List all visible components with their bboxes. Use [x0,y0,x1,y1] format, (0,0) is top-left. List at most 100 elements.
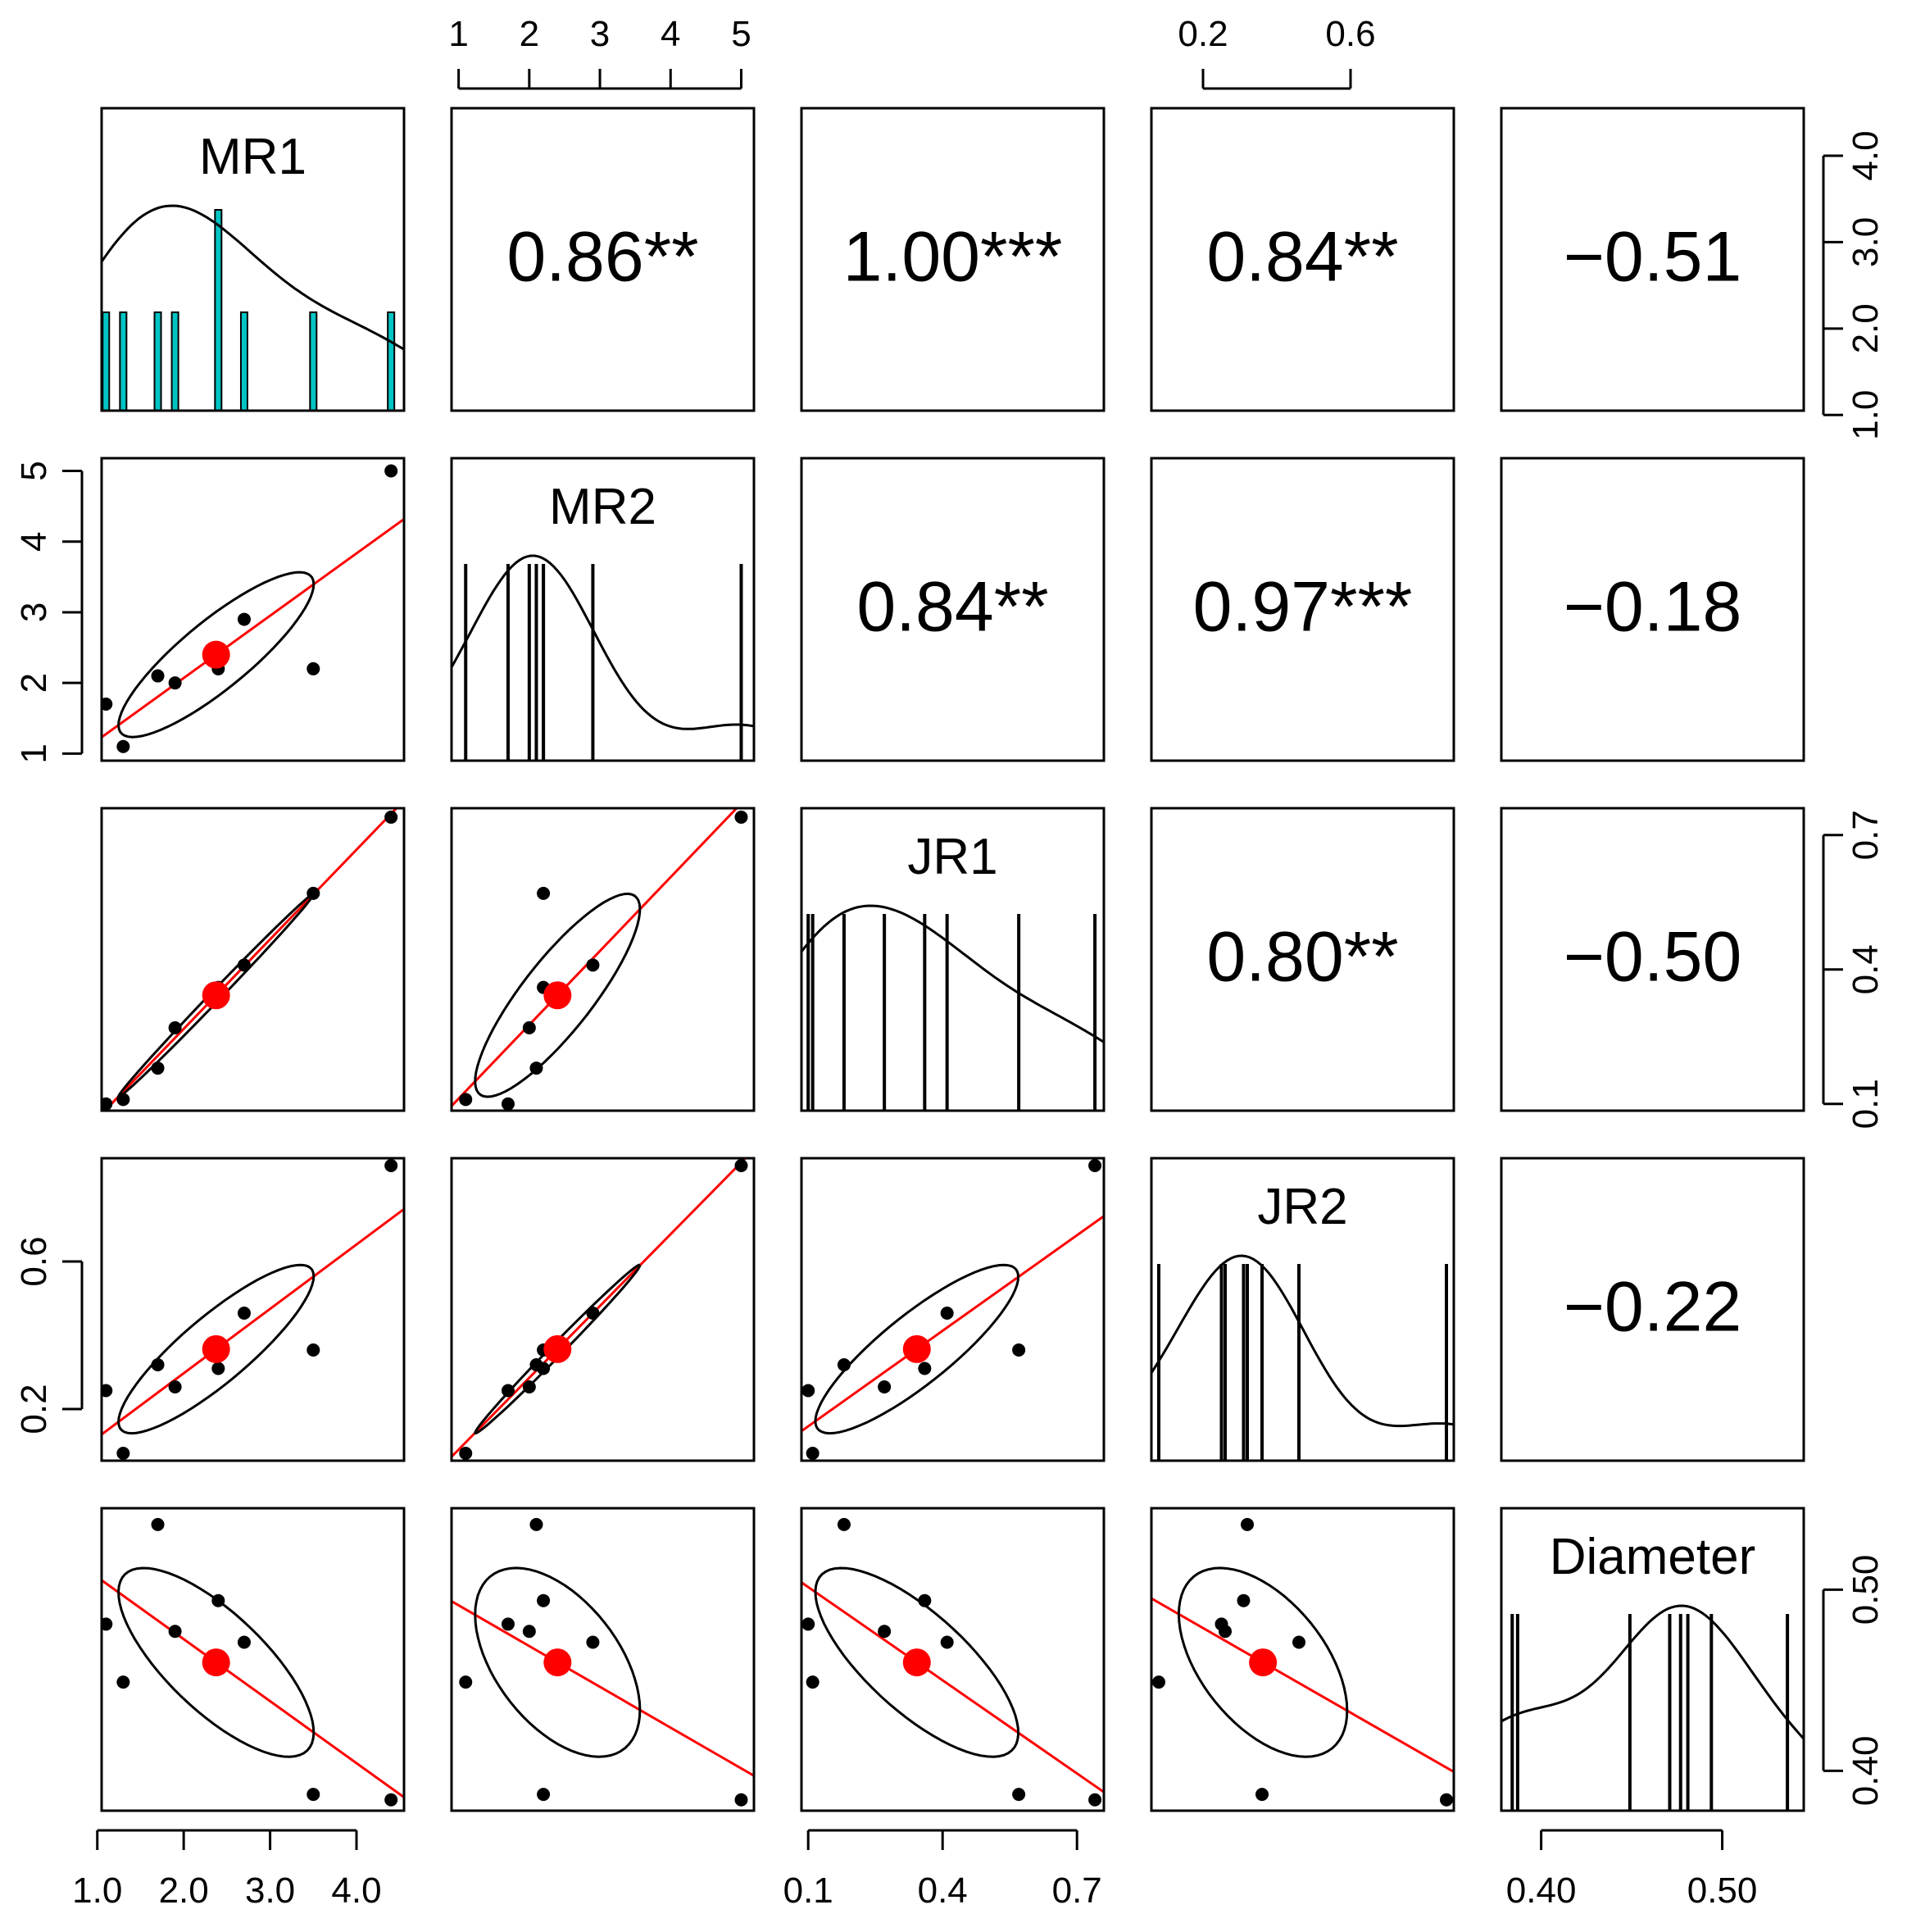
data-point [1012,1788,1026,1802]
data-point [237,1307,251,1320]
tick-label: 2 [14,673,54,693]
correlation-value: 0.84** [856,568,1048,647]
data-point [806,1447,820,1460]
density-curve [100,204,405,351]
correlation-ellipse [117,1263,316,1435]
histogram-bar [119,311,128,411]
data-point [211,1361,225,1375]
panel-MR1-JR2: 0.84** [1150,107,1455,412]
data-point [384,1793,398,1807]
data-point [1440,1793,1453,1807]
panel-frame [100,457,406,762]
data-point [522,1625,536,1639]
data-point [1292,1635,1305,1649]
data-point [102,698,113,711]
data-point [522,1021,536,1034]
axes-layer: 1.0 2.0 3.0 4.0 0.1 0.4 0.7 0.40 0.50 1 2 3 4 5 0.2 0.6… [14,14,1886,1911]
y-axis-right-JR1: 0.1 0.4 0.7 [1822,810,1886,1129]
data-point [734,810,748,824]
histogram-bar [214,209,223,411]
data-point [878,1380,892,1393]
panel-JR1-MR1 [100,807,406,1112]
correlation-value: 0.84** [1206,218,1398,297]
correlation-value: 0.80** [1206,918,1398,997]
x-axis-bottom-MR1: 1.0 2.0 3.0 4.0 [72,1829,382,1911]
data-point [806,1675,820,1689]
correlation-value: −0.50 [1564,918,1742,997]
panel-frame [100,107,406,412]
tick-label: 0.4 [918,1871,968,1911]
regression-line [102,1579,404,1798]
tick-label: 0.2 [1178,14,1228,54]
tick-label: 3.0 [245,1871,295,1911]
data-point [1088,1159,1102,1172]
tick-label: 0.40 [1506,1871,1577,1911]
data-point [537,886,551,900]
tick-label: 3 [14,602,54,622]
data-point [537,1361,551,1375]
panel-frame [100,1507,406,1812]
tick-label: 0.6 [1325,14,1375,54]
panel-frame [800,1157,1106,1462]
panel-Diameter-Diameter: Diameter [1500,1507,1805,1812]
regression-line [452,808,738,1107]
data-point [1241,1517,1254,1531]
panel-frame [800,457,1106,762]
data-point [586,1307,600,1320]
panel-frame [1150,1157,1455,1462]
panel-JR2-MR1 [100,1157,406,1462]
correlation-ellipse [117,571,316,739]
panel-frame [450,807,756,1112]
data-point [537,1593,551,1607]
panel-Diameter-MR1 [100,1507,406,1812]
x-axis-top-MR2: 1 2 3 4 5 [448,14,751,90]
centroid-point [902,1334,931,1363]
x-axis-top-JR2: 0.2 0.6 [1178,14,1376,90]
tick-label: 3.0 [1846,217,1886,267]
data-point [116,1093,130,1107]
data-point [801,1384,815,1398]
data-point [1237,1593,1251,1607]
centroid-point [202,640,230,669]
data-point [306,1343,320,1357]
data-point [837,1358,851,1371]
panel-content [102,1517,404,1807]
data-point [801,1617,815,1631]
data-point [102,1097,113,1111]
panel-JR2-MR2 [450,1157,756,1462]
tick-label: 0.1 [783,1871,833,1911]
data-point [384,464,398,478]
correlation-ellipse [474,1566,642,1758]
panel-MR1-JR1: 1.00*** [800,107,1106,412]
data-point [837,1517,851,1531]
tick-label: 2.0 [159,1871,209,1911]
data-point [102,1384,113,1398]
data-point [1255,1788,1269,1802]
regression-line [452,1600,754,1777]
centroid-point [543,1334,572,1363]
data-point [102,1617,113,1631]
density-curve [450,554,755,730]
correlation-ellipse [474,892,642,1098]
data-point [384,1159,398,1172]
panel-content [102,1159,404,1460]
data-point [522,1380,536,1393]
centroid-point [543,1648,572,1677]
tick-label: 4 [661,14,680,54]
centroid-point [543,981,572,1010]
correlation-ellipse [117,1566,316,1758]
data-point [918,1361,932,1375]
variable-label: JR1 [907,829,997,885]
data-point [168,1380,182,1393]
histogram-bar [239,311,248,411]
panel-MR2-JR1: 0.84** [800,457,1106,762]
data-point [459,1093,473,1107]
panel-MR1-Diameter: −0.51 [1500,107,1805,412]
panel-frame [1500,807,1805,1112]
data-point [734,1793,748,1807]
panel-MR1-MR2: 0.86** [450,107,756,412]
correlation-ellipse [814,1263,1020,1435]
panel-frame [800,107,1106,412]
panel-content [452,1158,748,1460]
data-point [306,661,320,675]
